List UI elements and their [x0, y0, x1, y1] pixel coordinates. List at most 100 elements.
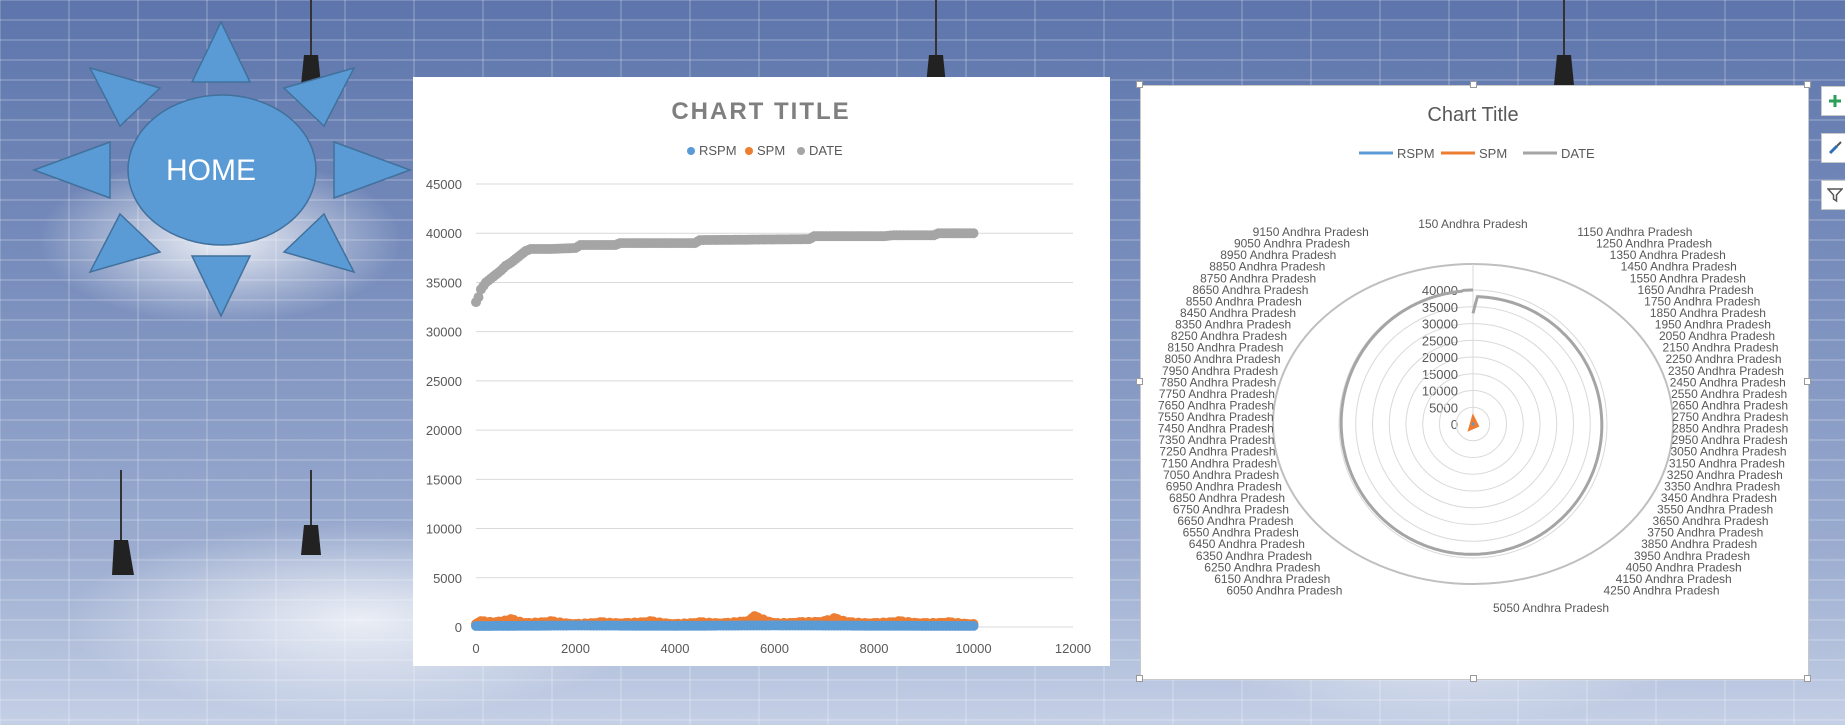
series-date — [1339, 288, 1604, 556]
lamp-icon — [112, 470, 134, 575]
y-tick-label: 10000 — [426, 522, 462, 537]
y-tick-label: 25000 — [426, 374, 462, 389]
category-label: 6350 Andhra Pradesh — [1196, 549, 1312, 563]
category-label: 8450 Andhra Pradesh — [1180, 306, 1296, 320]
r-tick-label: 20000 — [1422, 350, 1458, 365]
legend-label: SPM — [757, 143, 785, 158]
category-label: 6050 Andhra Pradesh — [1226, 583, 1342, 597]
category-label: 1650 Andhra Pradesh — [1638, 283, 1754, 297]
category-label: 3050 Andhra Pradesh — [1670, 445, 1786, 459]
resize-handle[interactable] — [1470, 81, 1477, 88]
category-label: 7650 Andhra Pradesh — [1158, 398, 1274, 412]
chart-filters-button[interactable] — [1821, 180, 1845, 210]
category-label: 7750 Andhra Pradesh — [1159, 387, 1275, 401]
resize-handle[interactable] — [1804, 675, 1811, 682]
category-label: 9050 Andhra Pradesh — [1234, 237, 1350, 251]
y-tick-label: 45000 — [426, 177, 462, 192]
category-label: 1250 Andhra Pradesh — [1596, 237, 1712, 251]
category-label: 7250 Andhra Pradesh — [1159, 445, 1275, 459]
resize-handle[interactable] — [1804, 81, 1811, 88]
category-label: 8550 Andhra Pradesh — [1186, 294, 1302, 308]
legend-label: SPM — [1479, 146, 1507, 161]
category-label: 7950 Andhra Pradesh — [1162, 364, 1278, 378]
category-label: 2450 Andhra Pradesh — [1670, 375, 1786, 389]
category-label: 3150 Andhra Pradesh — [1669, 456, 1785, 470]
y-tick-label: 5000 — [433, 571, 462, 586]
category-label: 6750 Andhra Pradesh — [1173, 503, 1289, 517]
y-tick-label: 40000 — [426, 226, 462, 241]
radar-chart-panel[interactable]: Chart Title RSPM SPM DATE 0 5000 10000 15000 200… — [1140, 85, 1809, 680]
x-tick-label: 2000 — [561, 641, 590, 656]
y-tick-label: 0 — [455, 620, 462, 635]
chart-styles-button[interactable] — [1821, 133, 1845, 163]
series-rspm — [1471, 422, 1475, 426]
category-label: 4050 Andhra Pradesh — [1626, 560, 1742, 574]
data-point — [968, 228, 979, 239]
resize-handle[interactable] — [1804, 378, 1811, 385]
category-label: 150 Andhra Pradesh — [1418, 217, 1527, 231]
category-label: 4250 Andhra Pradesh — [1604, 583, 1720, 597]
category-label: 2550 Andhra Pradesh — [1671, 387, 1787, 401]
category-label: 3450 Andhra Pradesh — [1661, 491, 1777, 505]
category-label: 7550 Andhra Pradesh — [1158, 410, 1274, 424]
filter-icon — [1827, 188, 1843, 203]
category-label: 7450 Andhra Pradesh — [1158, 422, 1274, 436]
home-ellipse[interactable] — [127, 94, 317, 246]
category-label: 2750 Andhra Pradesh — [1672, 410, 1788, 424]
y-tick-label: 35000 — [426, 275, 462, 290]
category-label: 6150 Andhra Pradesh — [1214, 572, 1330, 586]
category-label: 6450 Andhra Pradesh — [1189, 537, 1305, 551]
home-sun-shape[interactable]: HOME — [20, 10, 420, 320]
category-label: 8150 Andhra Pradesh — [1167, 341, 1283, 355]
resize-handle[interactable] — [1136, 81, 1143, 88]
category-label: 2950 Andhra Pradesh — [1672, 433, 1788, 447]
category-label: 7850 Andhra Pradesh — [1160, 375, 1276, 389]
category-label: 7150 Andhra Pradesh — [1161, 456, 1277, 470]
x-tick-label: 4000 — [661, 641, 690, 656]
r-tick-label: 15000 — [1422, 367, 1458, 382]
legend-label: RSPM — [699, 143, 737, 158]
scatter-chart: CHART TITLE RSPM SPM DATE 0 5000 10000 15000 200… — [426, 98, 1091, 656]
x-tick-label: 8000 — [860, 641, 889, 656]
category-label: 1350 Andhra Pradesh — [1610, 248, 1726, 262]
resize-handle[interactable] — [1470, 675, 1477, 682]
data-point — [968, 620, 979, 631]
sun-rays — [31, 20, 413, 318]
legend-label: DATE — [809, 143, 843, 158]
r-tick-label: 0 — [1451, 417, 1458, 432]
category-label: 6550 Andhra Pradesh — [1183, 526, 1299, 540]
category-label: 2050 Andhra Pradesh — [1659, 329, 1775, 343]
brush-icon — [1828, 141, 1842, 155]
y-tick-label: 30000 — [426, 325, 462, 340]
chart-title: CHART TITLE — [671, 98, 850, 125]
r-tick-label: 35000 — [1422, 300, 1458, 315]
r-tick-label: 25000 — [1422, 333, 1458, 348]
resize-handle[interactable] — [1136, 675, 1143, 682]
category-label: 8650 Andhra Pradesh — [1192, 283, 1308, 297]
y-tick-label: 15000 — [426, 472, 462, 487]
category-label: 6950 Andhra Pradesh — [1166, 479, 1282, 493]
x-tick-label: 10000 — [955, 641, 991, 656]
scatter-chart-panel[interactable]: CHART TITLE RSPM SPM DATE 0 5000 10000 15000 200… — [413, 77, 1110, 666]
category-label: 1450 Andhra Pradesh — [1621, 260, 1737, 274]
x-tick-label: 12000 — [1055, 641, 1091, 656]
legend-label: RSPM — [1397, 146, 1435, 161]
chart-title: Chart Title — [1427, 104, 1518, 126]
home-label[interactable]: HOME — [166, 154, 256, 187]
lamp-icon — [301, 0, 321, 85]
category-label: 3850 Andhra Pradesh — [1641, 537, 1757, 551]
category-label: 6650 Andhra Pradesh — [1177, 514, 1293, 528]
category-label: 8950 Andhra Pradesh — [1220, 248, 1336, 262]
resize-handle[interactable] — [1136, 378, 1143, 385]
category-label: 3250 Andhra Pradesh — [1667, 468, 1783, 482]
r-tick-label: 30000 — [1422, 317, 1458, 332]
legend-marker — [797, 147, 805, 155]
category-label: 1150 Andhra Pradesh — [1577, 225, 1692, 239]
chart-elements-button[interactable] — [1821, 86, 1845, 116]
category-label: 3950 Andhra Pradesh — [1634, 549, 1750, 563]
plus-icon — [1829, 95, 1841, 107]
x-tick-label: 6000 — [760, 641, 789, 656]
legend-marker — [687, 147, 695, 155]
y-tick-label: 20000 — [426, 423, 462, 438]
